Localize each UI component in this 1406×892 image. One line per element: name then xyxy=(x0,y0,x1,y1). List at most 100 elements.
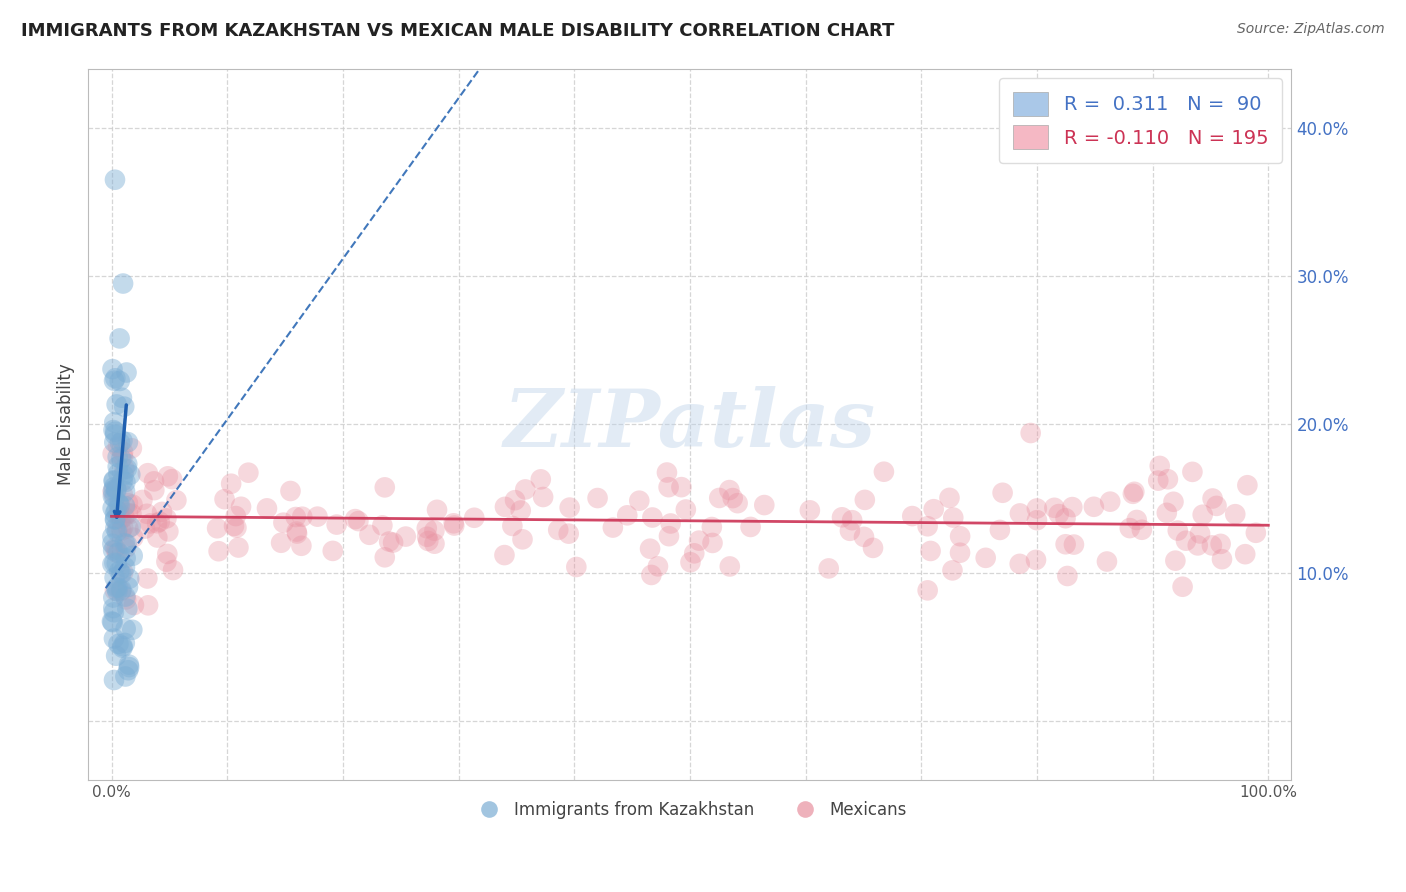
Point xyxy=(416,530,439,544)
Point xyxy=(949,529,972,543)
Point xyxy=(285,524,308,539)
Point xyxy=(558,500,581,515)
Point xyxy=(114,536,136,550)
Point xyxy=(104,507,127,521)
Point xyxy=(1189,526,1212,541)
Point xyxy=(105,581,128,595)
Point xyxy=(112,509,135,524)
Point xyxy=(225,521,247,535)
Point xyxy=(494,500,516,514)
Point xyxy=(754,498,776,512)
Point xyxy=(101,489,124,503)
Point xyxy=(1047,507,1070,521)
Point xyxy=(917,583,939,598)
Point xyxy=(117,663,139,677)
Point xyxy=(103,601,125,615)
Y-axis label: Male Disability: Male Disability xyxy=(58,364,75,485)
Point xyxy=(1236,478,1258,492)
Point xyxy=(118,572,141,586)
Point xyxy=(426,503,449,517)
Point xyxy=(114,499,136,513)
Point xyxy=(1234,547,1257,561)
Point xyxy=(1025,553,1047,567)
Point xyxy=(205,521,228,535)
Point xyxy=(122,531,145,545)
Point xyxy=(105,483,128,498)
Point xyxy=(135,507,157,521)
Point xyxy=(115,537,138,551)
Point xyxy=(108,564,131,578)
Point xyxy=(1054,537,1077,551)
Point xyxy=(105,584,128,599)
Point xyxy=(120,507,142,521)
Point xyxy=(658,480,681,494)
Point xyxy=(228,541,250,555)
Point xyxy=(238,466,260,480)
Point xyxy=(107,521,129,535)
Point xyxy=(108,331,131,345)
Point xyxy=(115,366,138,380)
Point xyxy=(108,505,131,519)
Point xyxy=(1201,538,1223,552)
Point xyxy=(290,539,312,553)
Point xyxy=(107,459,129,474)
Point xyxy=(121,549,143,563)
Point xyxy=(515,483,537,497)
Point xyxy=(841,513,863,527)
Point xyxy=(647,559,669,574)
Point xyxy=(1211,552,1233,566)
Point xyxy=(501,519,523,533)
Point xyxy=(917,519,939,533)
Point xyxy=(1008,557,1031,571)
Point xyxy=(683,546,706,560)
Point xyxy=(273,516,295,530)
Point xyxy=(503,493,526,508)
Point xyxy=(284,510,307,524)
Point xyxy=(938,491,960,505)
Point xyxy=(115,457,138,471)
Point xyxy=(117,521,139,535)
Point xyxy=(1125,513,1147,527)
Point xyxy=(104,513,127,527)
Legend: Immigrants from Kazakhstan, Mexicans: Immigrants from Kazakhstan, Mexicans xyxy=(467,794,914,825)
Point xyxy=(853,492,876,507)
Point xyxy=(374,550,396,565)
Point xyxy=(1244,525,1267,540)
Point xyxy=(155,555,177,569)
Point xyxy=(110,451,132,466)
Text: Source: ZipAtlas.com: Source: ZipAtlas.com xyxy=(1237,22,1385,37)
Point xyxy=(1008,507,1031,521)
Point xyxy=(531,490,554,504)
Point xyxy=(104,427,127,442)
Point xyxy=(112,468,135,483)
Point xyxy=(110,524,132,538)
Point xyxy=(162,563,184,577)
Point xyxy=(602,520,624,534)
Point xyxy=(941,563,963,577)
Point xyxy=(114,622,136,636)
Point xyxy=(111,640,134,655)
Point xyxy=(103,632,125,646)
Point xyxy=(134,522,156,536)
Point xyxy=(512,533,534,547)
Point xyxy=(740,520,762,534)
Point xyxy=(105,546,128,560)
Point xyxy=(1201,491,1223,506)
Point xyxy=(1157,472,1180,486)
Point xyxy=(104,172,127,186)
Point xyxy=(371,518,394,533)
Point xyxy=(1171,580,1194,594)
Point xyxy=(1063,538,1085,552)
Point xyxy=(103,571,125,585)
Point xyxy=(156,469,179,483)
Point xyxy=(839,524,862,538)
Point xyxy=(922,502,945,516)
Point xyxy=(1026,513,1049,527)
Point xyxy=(1099,494,1122,508)
Point xyxy=(114,462,136,476)
Point xyxy=(105,482,128,496)
Point xyxy=(103,435,125,450)
Point xyxy=(101,485,124,500)
Point xyxy=(143,483,166,497)
Point xyxy=(103,673,125,687)
